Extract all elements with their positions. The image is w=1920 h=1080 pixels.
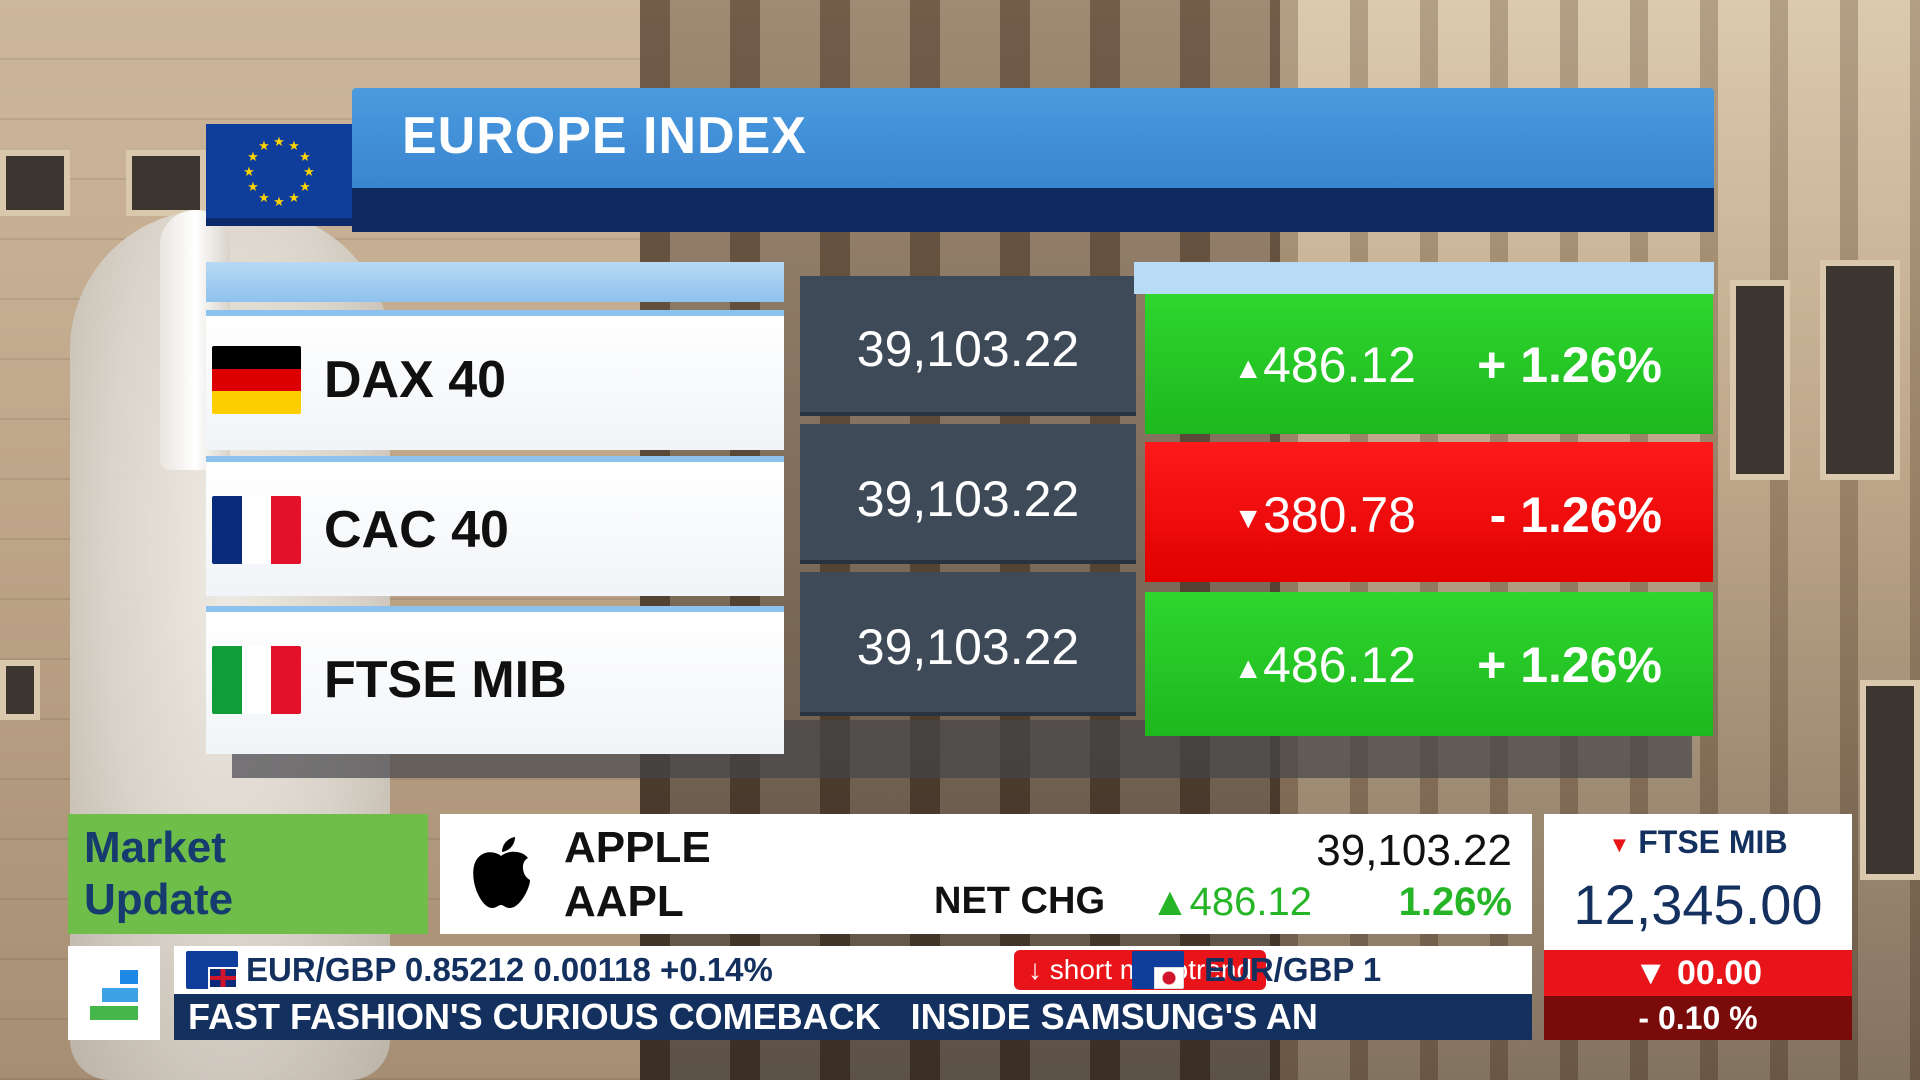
change-abs-ftse: ▲486.12 xyxy=(1233,637,1416,693)
svg-text:★: ★ xyxy=(273,195,285,210)
svg-text:★: ★ xyxy=(288,139,300,154)
news-ticker-text: FAST FASHION'S CURIOUS COMEBACK INSIDE S… xyxy=(188,996,1318,1037)
change-abs-dax: ▲486.12 xyxy=(1233,337,1416,393)
germany-flag-icon xyxy=(212,346,301,414)
stock-name: APPLE xyxy=(564,823,711,872)
svg-text:★: ★ xyxy=(303,165,315,180)
net-change-abs: ▲486.12 xyxy=(1150,880,1312,924)
eu-uk-flag-icon xyxy=(186,951,238,989)
net-change-pct: 1.26% xyxy=(1398,880,1512,924)
stock-quote-box xyxy=(440,814,1532,934)
side-index-name: ▼ FTSE MIB xyxy=(1608,824,1788,860)
change-panel-dax xyxy=(1145,294,1713,434)
change-panel-ftse xyxy=(1145,592,1713,736)
index-name-ftse: FTSE MIB xyxy=(324,651,567,709)
index-name-panel xyxy=(206,456,784,596)
row-cap xyxy=(1134,262,1714,294)
change-pct-dax: + 1.26% xyxy=(1477,337,1662,393)
apple-logo-icon xyxy=(473,837,530,908)
down-arrow-icon: ▼ xyxy=(1608,831,1631,857)
svg-text:★: ★ xyxy=(243,165,255,180)
svg-text:★: ★ xyxy=(299,150,311,165)
svg-text:★: ★ xyxy=(258,139,270,154)
svg-text:★: ★ xyxy=(288,191,300,206)
index-name-cac: CAC 40 xyxy=(324,501,509,559)
header-underbar xyxy=(352,186,1714,232)
change-pct-ftse: + 1.26% xyxy=(1477,637,1662,693)
index-name-panel xyxy=(206,310,784,450)
svg-text:★: ★ xyxy=(247,180,259,195)
side-index-change: ▼ 00.00 xyxy=(1544,950,1852,996)
svg-text:★: ★ xyxy=(258,191,270,206)
fx-ticker-item: EUR/GBP 0.85212 0.00118 +0.14% xyxy=(186,946,773,994)
index-name-panel xyxy=(206,606,784,754)
up-arrow-icon: ▲ xyxy=(1233,651,1264,685)
news-ticker: FAST FASHION'S CURIOUS COMEBACK INSIDE S… xyxy=(174,994,1532,1040)
row-cap xyxy=(206,262,784,302)
logo-bar xyxy=(120,970,138,984)
background-window xyxy=(1820,260,1900,480)
background-window xyxy=(0,150,70,216)
eu-flag-icon: ★ ★ ★ ★ ★ ★ ★ ★ ★ ★ ★ ★ xyxy=(206,124,352,226)
up-arrow-icon: ▲ xyxy=(1233,351,1264,385)
index-value-ftse: 39,103.22 xyxy=(856,619,1080,675)
page-title: EUROPE INDEX xyxy=(402,107,807,165)
net-change-label: NET CHG xyxy=(934,880,1105,922)
stock-price: 39,103.22 xyxy=(1316,826,1512,875)
index-value-dax: 39,103.22 xyxy=(856,321,1080,377)
svg-text:★: ★ xyxy=(273,135,285,150)
italy-flag-icon xyxy=(212,646,301,714)
fx-ticker-item: EUR/GBP 1 xyxy=(1132,946,1381,994)
index-value-cac: 39,103.22 xyxy=(856,471,1080,527)
down-arrow-icon: ▼ xyxy=(1233,501,1264,535)
stock-ticker: AAPL xyxy=(564,877,684,926)
change-pct-cac: - 1.26% xyxy=(1489,487,1662,543)
index-value-panel xyxy=(800,424,1136,564)
channel-logo xyxy=(68,946,160,1040)
svg-text:★: ★ xyxy=(299,180,311,195)
background-window xyxy=(1730,280,1790,480)
side-index-change-pct: - 0.10 % xyxy=(1544,996,1852,1040)
background-window xyxy=(1860,680,1920,880)
background-window xyxy=(126,150,206,216)
side-index-value: 12,345.00 xyxy=(1573,873,1823,936)
index-name-dax: DAX 40 xyxy=(324,351,507,409)
logo-bar xyxy=(102,988,138,1002)
market-update-label: Market Update xyxy=(84,823,234,924)
side-index-box xyxy=(1544,814,1852,950)
index-value-panel xyxy=(800,276,1136,416)
header-bar xyxy=(352,88,1714,188)
market-update-box xyxy=(68,814,428,934)
change-panel-cac xyxy=(1145,442,1713,582)
svg-text:★: ★ xyxy=(247,150,259,165)
fx-ticker: EUR/GBP 0.85212 0.00118 +0.14% ↓ short m… xyxy=(174,946,1532,994)
eu-jp-flag-icon xyxy=(1132,951,1184,989)
change-abs-cac: ▼380.78 xyxy=(1233,487,1416,543)
background-window xyxy=(0,660,40,720)
france-flag-icon xyxy=(212,496,301,564)
index-value-panel xyxy=(800,572,1136,716)
logo-bar xyxy=(90,1006,138,1020)
